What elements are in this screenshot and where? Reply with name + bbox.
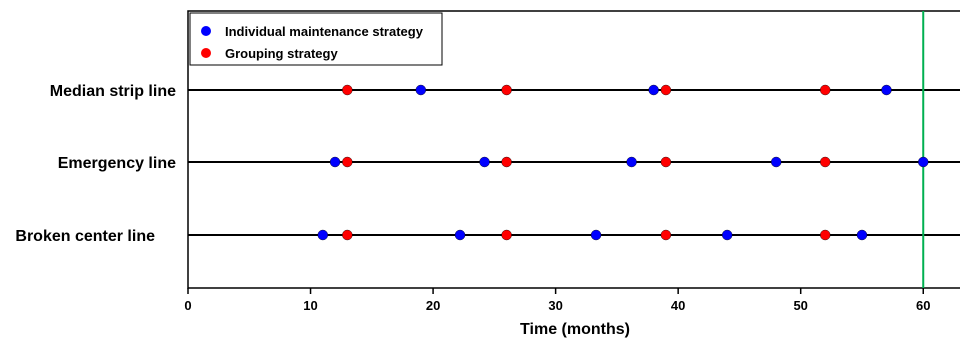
row-label: Emergency line — [58, 155, 176, 172]
individual-point — [918, 156, 929, 168]
grouping-point — [342, 229, 353, 241]
x-tick-label: 30 — [548, 298, 562, 313]
row-label: Broken center line — [15, 228, 155, 245]
individual-point — [648, 84, 659, 96]
x-tick-label: 50 — [793, 298, 807, 313]
individual-point — [721, 229, 733, 241]
grouping-point — [820, 156, 831, 168]
row-labels: Median strip line Emergency line Broken ce… — [15, 83, 176, 245]
individual-point — [856, 229, 868, 241]
grouping-point — [660, 229, 672, 241]
individual-point — [329, 156, 341, 168]
grouping-point — [501, 84, 512, 96]
individual-point — [479, 156, 490, 168]
grouping-point — [660, 84, 672, 96]
individual-point — [626, 156, 637, 168]
individual-point — [590, 229, 602, 241]
plot-frame — [187, 10, 960, 289]
grouping-point — [820, 84, 831, 96]
individual-point — [454, 229, 466, 241]
legend-marker — [201, 48, 211, 58]
legend-entry: Grouping strategy — [225, 46, 338, 61]
grouping-point — [660, 156, 672, 168]
x-tick-label: 0 — [184, 298, 191, 313]
individual-point — [770, 156, 782, 168]
x-tick-label: 40 — [671, 298, 685, 313]
individual-point — [881, 84, 892, 96]
x-tick-label: 10 — [303, 298, 317, 313]
grouping-point — [342, 84, 353, 96]
grouping-point — [342, 156, 353, 168]
x-tick-label: 20 — [426, 298, 440, 313]
data-points — [317, 84, 929, 241]
individual-point — [317, 229, 328, 241]
legend-entry: Individual maintenance strategy — [225, 24, 424, 39]
individual-point — [415, 84, 427, 96]
row-label: Median strip line — [50, 83, 176, 100]
grouping-point — [501, 229, 512, 241]
x-tick-label: 60 — [916, 298, 930, 313]
legend-marker — [201, 26, 211, 36]
grouping-point — [820, 229, 831, 241]
grouping-point — [501, 156, 512, 168]
legend: Individual maintenance strategy Grouping … — [189, 12, 443, 66]
x-axis-ticks: 0 10 20 30 40 50 60 — [184, 288, 930, 313]
legend-box — [189, 12, 443, 66]
x-axis-title: Time (months) — [520, 321, 630, 338]
row-lines — [188, 89, 960, 236]
